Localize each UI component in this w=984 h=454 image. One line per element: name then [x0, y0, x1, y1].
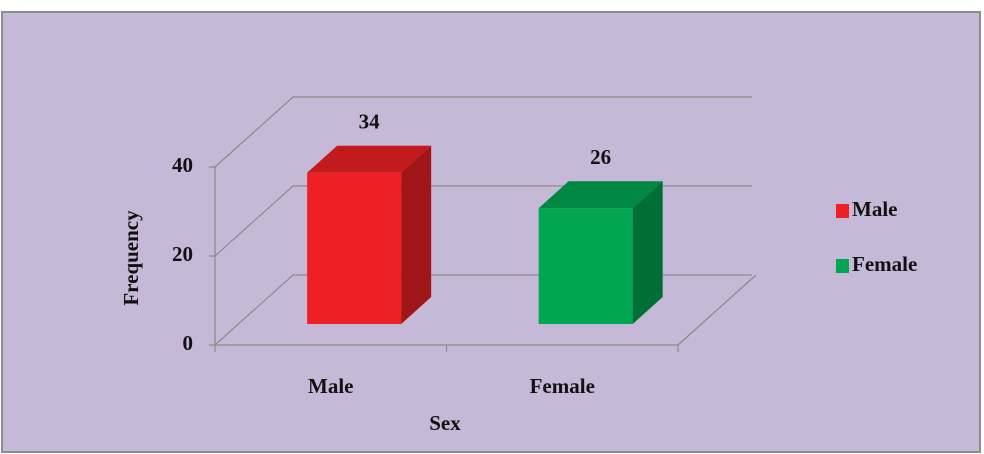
- data-label: 34: [359, 110, 381, 134]
- chart-background: [1, 11, 981, 453]
- y-axis-label: Frequency: [119, 210, 143, 306]
- y-tick-label: 40: [172, 153, 193, 177]
- bar: [307, 145, 432, 324]
- y-tick-label: 0: [183, 331, 194, 355]
- bar-side: [632, 181, 663, 324]
- bar-side: [401, 145, 432, 324]
- legend-swatch: [836, 259, 849, 273]
- data-label: 26: [590, 145, 611, 169]
- x-tick-label: Female: [530, 374, 595, 398]
- bar-top: [307, 145, 432, 173]
- x-axis-label: Sex: [429, 411, 461, 435]
- bar-top-shade: [307, 145, 432, 173]
- bar-side-shade: [632, 181, 663, 324]
- bar-side-shade: [401, 145, 432, 324]
- legend-label: Male: [852, 197, 897, 221]
- x-tick-label: Male: [308, 374, 353, 398]
- bar: [538, 181, 663, 324]
- grid-line: [214, 96, 752, 168]
- bar-top-shade: [538, 181, 663, 209]
- legend-swatch: [836, 204, 849, 218]
- y-tick-label: 20: [172, 242, 193, 266]
- legend-label: Female: [852, 252, 917, 276]
- bar-front: [538, 208, 633, 324]
- bar-front: [307, 172, 402, 324]
- bar-top: [538, 181, 663, 209]
